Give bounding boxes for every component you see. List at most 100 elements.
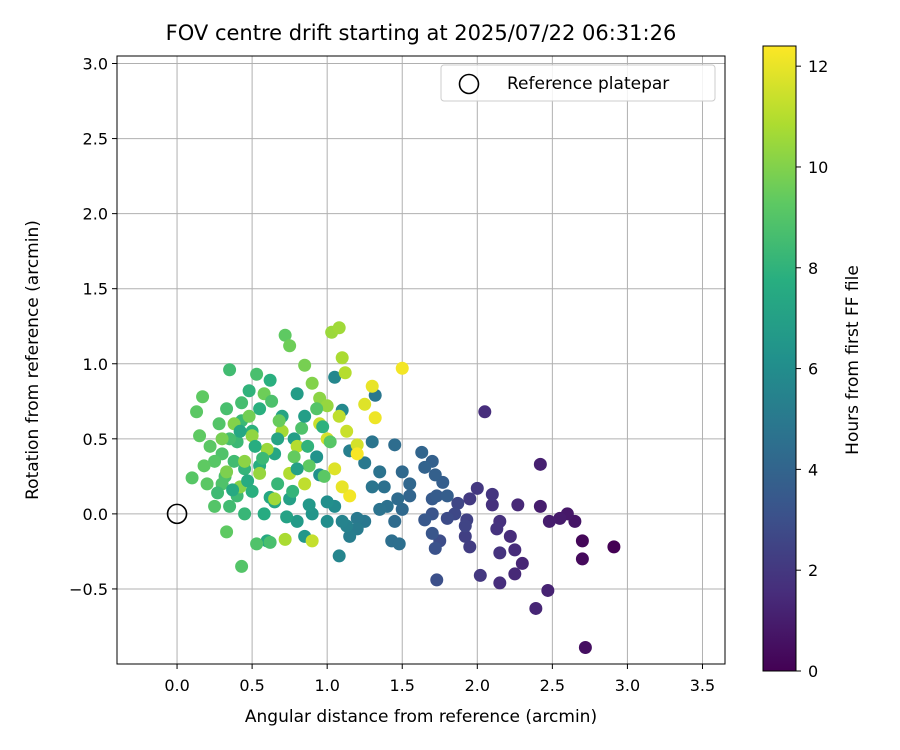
data-point bbox=[220, 402, 234, 416]
data-point bbox=[440, 511, 454, 525]
data-point bbox=[485, 498, 499, 512]
y-tick-label: 1.0 bbox=[83, 355, 108, 374]
y-tick-label: 0.5 bbox=[83, 430, 108, 449]
x-tick-label: 1.0 bbox=[314, 676, 339, 695]
colorbar-tick-label: 10 bbox=[808, 158, 828, 177]
data-point bbox=[235, 396, 249, 410]
y-tick-label: −0.5 bbox=[69, 580, 108, 599]
data-point bbox=[278, 328, 292, 342]
legend-box bbox=[440, 64, 716, 102]
data-point bbox=[305, 376, 319, 390]
data-point bbox=[478, 405, 492, 419]
data-point bbox=[271, 477, 285, 491]
colorbar: 0 2 4 6 8 10 12 bbox=[762, 45, 828, 681]
data-point bbox=[365, 435, 379, 449]
data-point bbox=[197, 459, 211, 473]
data-point bbox=[508, 567, 522, 581]
data-point bbox=[335, 351, 349, 365]
data-point bbox=[343, 489, 357, 503]
data-point bbox=[257, 507, 271, 521]
data-point bbox=[529, 601, 543, 615]
data-point bbox=[320, 514, 334, 528]
data-point bbox=[508, 543, 522, 557]
data-point bbox=[418, 460, 432, 474]
data-point bbox=[458, 519, 472, 533]
data-point bbox=[542, 514, 556, 528]
data-point bbox=[203, 439, 217, 453]
data-point bbox=[335, 480, 349, 494]
data-point bbox=[235, 559, 249, 573]
axes: 0.0 0.5 1.0 1.5 2.0 2.5 3.0 3.5 −0.5 0.0 0.5 1.0 1.5… bbox=[69, 55, 726, 695]
data-point bbox=[350, 511, 364, 525]
data-point bbox=[248, 439, 262, 453]
data-point bbox=[440, 489, 454, 503]
data-point bbox=[220, 465, 234, 479]
x-tick-label: 3.0 bbox=[615, 676, 640, 695]
data-point bbox=[301, 439, 315, 453]
data-point bbox=[533, 499, 547, 513]
grid bbox=[117, 56, 725, 664]
data-point bbox=[575, 534, 589, 548]
data-point bbox=[242, 384, 256, 398]
data-point bbox=[298, 409, 312, 423]
y-tick-label: 2.5 bbox=[83, 130, 108, 149]
legend: Reference platepar bbox=[440, 64, 716, 102]
data-point bbox=[340, 424, 354, 438]
data-point bbox=[553, 511, 567, 525]
x-tick-label: 2.5 bbox=[540, 676, 565, 695]
data-point bbox=[193, 429, 207, 443]
data-point bbox=[250, 537, 264, 551]
data-point bbox=[302, 498, 316, 512]
data-point bbox=[200, 477, 214, 491]
data-point bbox=[511, 498, 525, 512]
data-point bbox=[485, 487, 499, 501]
colorbar-tick-label: 4 bbox=[808, 460, 818, 479]
data-point bbox=[350, 447, 364, 461]
data-point bbox=[395, 361, 409, 375]
data-point bbox=[290, 439, 304, 453]
data-point bbox=[578, 640, 592, 654]
data-point bbox=[320, 399, 334, 413]
data-point bbox=[377, 480, 391, 494]
data-point bbox=[317, 469, 331, 483]
data-point bbox=[245, 429, 259, 443]
data-point bbox=[310, 402, 324, 416]
data-point bbox=[328, 370, 342, 384]
data-point bbox=[283, 339, 297, 353]
data-point bbox=[211, 486, 225, 500]
data-point bbox=[503, 529, 517, 543]
data-point bbox=[358, 456, 372, 470]
plot-frame bbox=[116, 55, 726, 665]
data-point bbox=[295, 421, 309, 435]
x-tick-label: 3.5 bbox=[690, 676, 715, 695]
data-point bbox=[350, 438, 364, 452]
data-point bbox=[392, 537, 406, 551]
data-point bbox=[343, 529, 357, 543]
data-point bbox=[428, 468, 442, 482]
data-point bbox=[515, 556, 529, 570]
colorbar-tick-label: 12 bbox=[808, 57, 828, 76]
data-point bbox=[338, 366, 352, 380]
data-point bbox=[302, 459, 316, 473]
data-point bbox=[415, 445, 429, 459]
data-point bbox=[196, 390, 210, 404]
data-point bbox=[328, 462, 342, 476]
data-point bbox=[365, 379, 379, 393]
data-point bbox=[290, 462, 304, 476]
data-point bbox=[332, 321, 346, 335]
data-point bbox=[241, 474, 255, 488]
data-point bbox=[607, 540, 621, 554]
colorbar-tick-label: 0 bbox=[808, 662, 818, 681]
data-point bbox=[373, 502, 387, 516]
data-point bbox=[395, 465, 409, 479]
data-point bbox=[238, 507, 252, 521]
data-point bbox=[268, 492, 282, 506]
data-point bbox=[368, 411, 382, 425]
data-point bbox=[430, 573, 444, 587]
data-point bbox=[245, 484, 259, 498]
data-point bbox=[463, 492, 477, 506]
data-point bbox=[388, 438, 402, 452]
y-tick-label: 0.0 bbox=[83, 505, 108, 524]
